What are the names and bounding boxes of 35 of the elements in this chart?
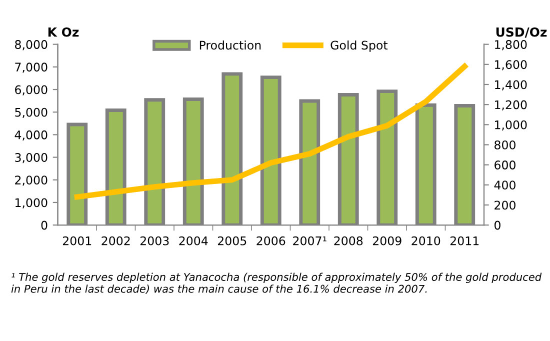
y-axis-title: K Oz [48,27,79,37]
y-tick-label: 4,000 [14,130,48,141]
y2-tick-label: 1,200 [495,100,527,110]
y2-tick-label: 1,600 [495,60,527,70]
x-tick-label: 2003 [140,236,169,246]
x-tick-label: 2007¹ [293,236,326,246]
y-tick-label: 5,000 [15,108,48,118]
x-tick-label: 2004 [179,236,208,246]
x-tick-label: 2001 [62,236,92,246]
y2-tick-label: 1,400 [495,80,527,90]
legend-label: Production [200,40,261,50]
y2-tick-label: 1,000 [495,120,527,131]
x-tick-label: 2009 [372,236,402,246]
y2-tick-label: 0 [494,220,500,230]
y-tick-label: 2,000 [15,176,48,186]
y2-tick-label: 800 [494,140,516,150]
y-tick-label: 1,000 [16,198,48,208]
y2-tick-label: 1,800 [495,40,527,50]
y-tick-label: 8,000 [15,40,48,50]
x-tick-label: 2008 [334,236,363,246]
y2-axis-title: USD/Oz [496,27,547,38]
y-tick-label: 6,000 [15,85,48,96]
y2-tick-label: 600 [494,160,516,170]
y2-tick-label: 200 [494,200,516,210]
y2-tick-label: 400 [494,180,516,190]
text: ¹ The gold reserves depletion at Yanacocha (responsible of approximately 50% of the gold produced in Peru in the last decade) was the main cause of the 16.1% decrease in 2007. [11,272,542,294]
x-tick-label: 2006 [256,236,286,246]
x-tick-label: 2011 [450,236,479,246]
y-tick-label: 3,000 [15,153,48,164]
x-tick-label: 2010 [412,236,440,246]
y-tick-label: 7,000 [15,62,48,73]
x-tick-label: 2005 [218,236,246,246]
x-tick-label: 2002 [102,236,130,246]
y-tick-label: 0 [41,220,48,230]
legend-label: Gold Spot [330,40,388,52]
